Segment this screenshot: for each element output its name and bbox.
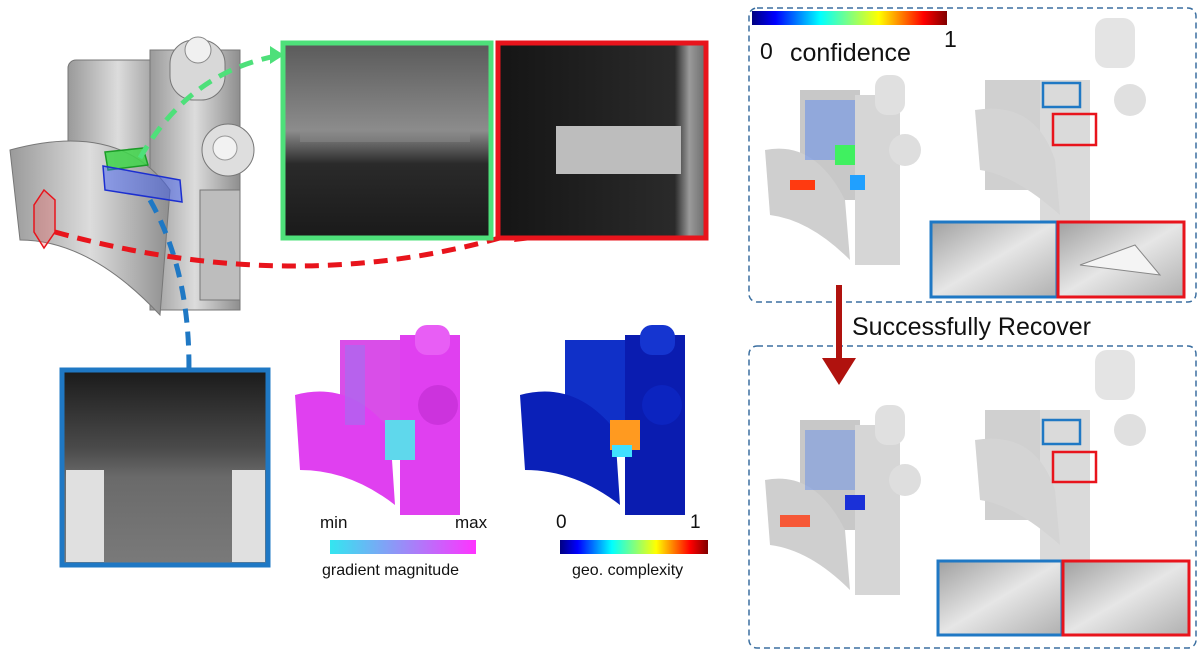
blue-xray-right-pillar [232, 470, 265, 562]
after-recover-box [748, 345, 1197, 649]
confidence-render-after [765, 405, 921, 595]
confidence-colorbar [752, 11, 947, 25]
blue-zoom-after [936, 559, 1064, 637]
complexity-legend-label: geo. complexity [572, 562, 684, 579]
gradient-legend-min: min [320, 513, 348, 532]
gradient-legend-max: max [455, 513, 488, 532]
confidence-legend-label: confidence [790, 39, 911, 67]
complexity-legend-max: 1 [690, 512, 701, 533]
before-recover-box [748, 7, 1197, 303]
part-render-main [9, 36, 255, 317]
complexity-colorbar [560, 540, 708, 554]
blue-xray-left-pillar [66, 470, 104, 562]
blue-inset-marker-after [1041, 418, 1082, 446]
blue-inset-marker-before [1041, 81, 1082, 109]
red-zoom-before [1056, 220, 1186, 299]
gradient-colorbar [330, 540, 476, 554]
red-xray-bright-block [556, 126, 681, 174]
red-region-marker [33, 188, 56, 250]
complexity-legend-min: 0 [556, 512, 567, 533]
gradient-magnitude-render [295, 325, 460, 515]
green-xray-edge [300, 130, 470, 142]
grey-render-after [975, 350, 1146, 580]
down-arrowhead [822, 358, 856, 385]
successfully-recover-label: Successfully Recover [852, 313, 1091, 341]
green-arrowhead [270, 46, 284, 64]
geo-complexity-render [520, 325, 685, 515]
red-zoom-artifact [1079, 244, 1162, 276]
red-arrow [54, 229, 521, 269]
red-zoom-after [1061, 559, 1191, 637]
red-inset-marker-after [1051, 450, 1098, 484]
confidence-legend-min: 0 [760, 38, 773, 64]
grey-render-before [975, 18, 1146, 250]
blue-zoom-before [929, 220, 1059, 299]
red-inset-marker-before [1051, 112, 1098, 147]
green-arrow [137, 52, 283, 160]
green-region-marker [104, 147, 149, 171]
confidence-render-before [765, 75, 921, 265]
confidence-legend-max: 1 [944, 26, 957, 52]
gradient-legend-label: gradient magnitude [322, 562, 459, 579]
blue-region-marker [102, 165, 183, 203]
